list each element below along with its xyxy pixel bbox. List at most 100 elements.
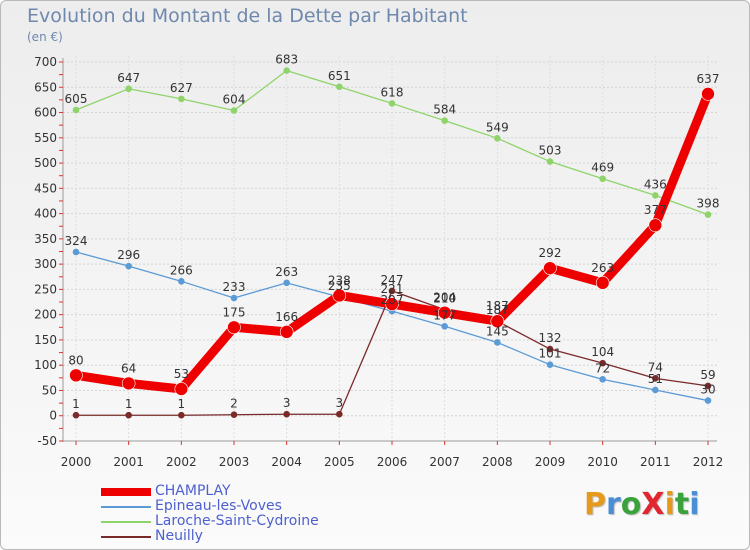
data-label: 604 [223, 93, 246, 107]
data-label: 2 [230, 397, 238, 411]
data-point [283, 279, 290, 287]
data-label: 238 [328, 273, 351, 287]
data-label: 210 [433, 292, 456, 306]
x-tick-label: 2003 [219, 455, 250, 469]
data-point [704, 382, 712, 390]
data-label: 3 [283, 396, 291, 410]
x-tick-label: 2008 [482, 455, 513, 469]
data-point [388, 100, 396, 107]
data-point [178, 95, 185, 103]
data-label: 324 [65, 234, 88, 248]
legend-swatch [101, 521, 151, 523]
data-point [595, 276, 610, 290]
y-tick-label: 450 [34, 181, 57, 195]
x-tick-label: 2005 [324, 455, 355, 469]
data-label: 1 [125, 397, 133, 411]
data-point [441, 117, 448, 124]
data-label: 436 [644, 177, 667, 191]
y-tick-label: 350 [34, 232, 57, 246]
y-tick-label: 200 [34, 308, 57, 322]
y-tick-label: 0 [49, 409, 57, 423]
data-label: 132 [539, 331, 562, 345]
data-point [125, 262, 132, 270]
data-label: 296 [117, 248, 140, 262]
data-point [546, 361, 554, 368]
data-label: 263 [591, 261, 614, 275]
data-point [230, 107, 238, 114]
data-point [230, 411, 238, 419]
y-tick-label: 100 [34, 358, 57, 372]
y-tick-label: 250 [34, 282, 57, 296]
y-tick-label: 600 [34, 106, 57, 120]
data-point [336, 410, 343, 418]
x-tick-label: 2001 [113, 455, 144, 469]
logo-letter: t [674, 487, 690, 522]
data-label: 469 [591, 161, 614, 175]
data-point [283, 67, 290, 74]
data-point [546, 158, 554, 165]
legend-label: Laroche-Saint-Cydroine [155, 513, 319, 529]
x-tick-label: 2010 [587, 455, 618, 469]
data-point [72, 411, 80, 419]
data-label: 549 [486, 120, 509, 134]
data-point [72, 248, 80, 256]
data-label: 72 [595, 361, 610, 375]
data-label: 637 [697, 72, 720, 86]
data-label: 683 [275, 53, 298, 67]
data-label: 235 [328, 279, 351, 293]
y-tick-label: 500 [34, 156, 57, 170]
data-point [546, 345, 554, 353]
data-label: 651 [328, 69, 351, 83]
data-label: 204 [433, 291, 456, 305]
data-point [178, 411, 185, 419]
data-label: 64 [121, 361, 136, 375]
logo-letter: r [606, 487, 621, 522]
data-point [599, 376, 606, 383]
logo-letter: o [620, 487, 642, 522]
data-point [174, 382, 189, 396]
data-label: 74 [648, 360, 663, 374]
data-label: 266 [170, 263, 193, 277]
logo-letter: i [689, 487, 700, 522]
data-point [121, 376, 136, 391]
x-tick-label: 2009 [535, 455, 566, 469]
data-point [704, 211, 712, 218]
data-label: 187 [486, 303, 509, 317]
data-point [701, 87, 715, 101]
data-label: 177 [433, 308, 456, 322]
logo-letter: P [584, 487, 606, 522]
x-tick-label: 2004 [271, 455, 302, 469]
data-point [72, 106, 80, 114]
chart-unit-label: (en €) [27, 30, 63, 44]
data-point [332, 288, 347, 303]
data-label: 263 [275, 265, 298, 279]
legend-swatch [101, 536, 151, 538]
y-tick-label: 550 [34, 131, 57, 145]
data-point [283, 410, 290, 418]
data-point [543, 261, 557, 275]
data-label: 59 [700, 368, 715, 382]
data-label: 80 [68, 353, 83, 367]
data-point [69, 368, 83, 383]
data-point [599, 175, 606, 183]
data-label: 618 [381, 85, 404, 99]
data-label: 187 [486, 299, 509, 313]
data-point [227, 320, 241, 335]
data-label: 377 [644, 203, 667, 217]
data-label: 175 [223, 305, 246, 319]
data-point [388, 287, 396, 295]
logo-letter: X [641, 487, 665, 522]
x-tick-label: 2012 [693, 455, 724, 469]
y-tick-label: 150 [34, 333, 57, 347]
x-tick-label: 2000 [61, 455, 92, 469]
x-tick-label: 2007 [429, 455, 460, 469]
legend-label: Epineau-les-Voves [155, 498, 282, 514]
data-label: 145 [486, 324, 509, 338]
data-label: 101 [539, 347, 562, 361]
data-label: 605 [65, 92, 88, 106]
data-point [230, 294, 238, 302]
y-tick-label: 400 [34, 207, 57, 221]
legend-label: CHAMPLAY [155, 483, 231, 499]
